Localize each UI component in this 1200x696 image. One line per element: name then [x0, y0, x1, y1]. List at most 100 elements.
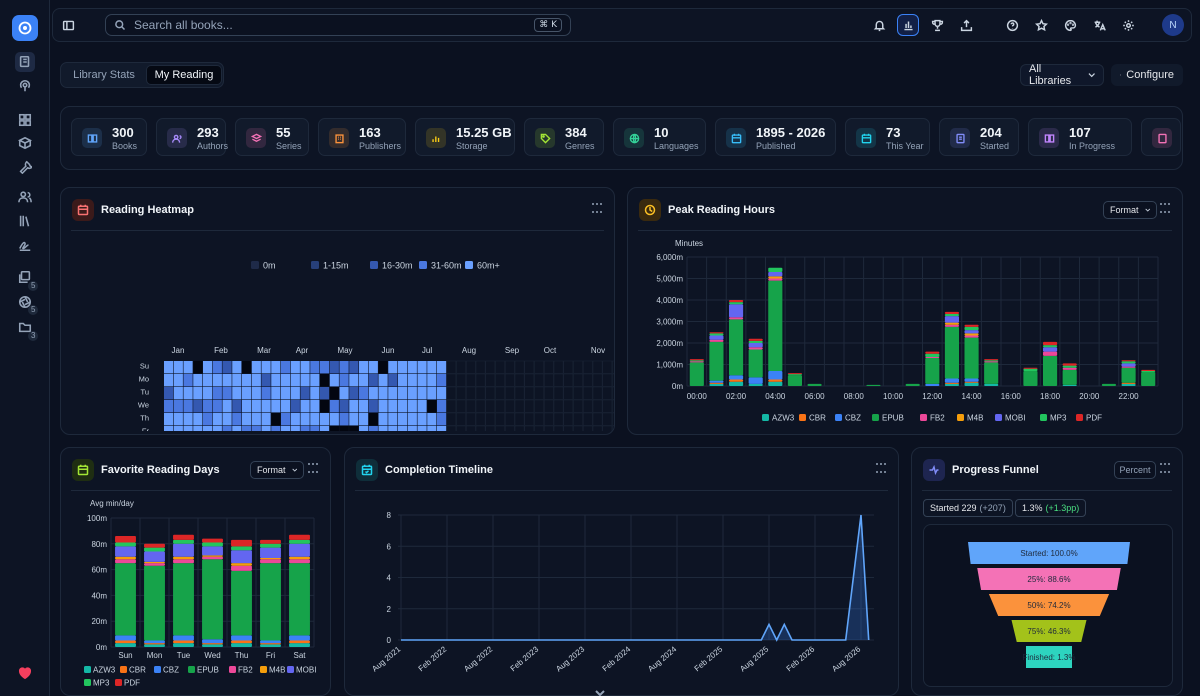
library-icon[interactable]	[15, 52, 35, 72]
heatmap-cell	[339, 361, 349, 374]
search-input[interactable]: Search all books... ⌘ K	[105, 14, 571, 36]
tab-my-reading[interactable]: My Reading	[146, 65, 222, 85]
bar-segment-fb2	[115, 559, 136, 564]
sidebar-toggle-icon[interactable]	[57, 14, 79, 36]
legend-swatch	[84, 679, 91, 686]
podcast-icon[interactable]	[15, 76, 35, 96]
library-select-value: All Libraries	[1029, 63, 1072, 87]
x-tick-label: 02:00	[726, 392, 747, 401]
heatmap-cell	[475, 399, 486, 413]
heatmap-cell	[310, 400, 320, 413]
stat-card-published: 1895 - 2026 Published	[715, 118, 836, 156]
heatmap-cell	[242, 361, 252, 374]
bar-segment-mp3	[925, 353, 940, 357]
heatmap-cell	[281, 400, 291, 413]
heatmap-cell	[504, 373, 515, 387]
avatar[interactable]: N	[1162, 14, 1184, 36]
app-logo-icon[interactable]	[12, 15, 38, 41]
funnel-stage	[1011, 620, 1087, 642]
folder-icon[interactable]	[15, 317, 35, 337]
heatmap-cell	[222, 426, 232, 431]
bar-segment-mobi	[202, 546, 223, 556]
star-icon[interactable]	[1030, 14, 1052, 36]
heatmap-cell	[290, 400, 300, 413]
percent-toggle[interactable]: Percent	[1114, 461, 1156, 479]
upload-icon[interactable]	[955, 14, 977, 36]
book-stack-icon[interactable]	[15, 267, 35, 287]
bar-segment-mp3	[289, 539, 310, 544]
bar-segment-mobi	[1121, 363, 1136, 367]
card-title: Peak Reading Hours	[668, 204, 775, 216]
weekday-label: Tu	[141, 388, 149, 397]
drag-handle-icon[interactable]	[1160, 203, 1170, 217]
heatmap-cell	[446, 412, 457, 426]
heatmap-cell	[407, 361, 417, 374]
heatmap-cell	[183, 413, 193, 426]
x-tick-label: 10:00	[883, 392, 904, 401]
stat-value: 15.25 GB	[456, 125, 512, 140]
signature-icon[interactable]	[15, 235, 35, 255]
heatmap-cell	[485, 399, 496, 413]
legend-label: 1-15m	[323, 261, 349, 271]
configure-button[interactable]: Configure	[1111, 64, 1183, 86]
heatmap-cell	[465, 412, 476, 426]
bell-icon[interactable]	[868, 14, 890, 36]
dashboard-icon[interactable]	[15, 110, 35, 130]
drag-handle-icon[interactable]	[592, 203, 602, 217]
legend-label: FB2	[238, 666, 253, 675]
library-select[interactable]: All Libraries	[1020, 63, 1104, 87]
heatmap-cell	[193, 426, 203, 431]
users-icon[interactable]	[15, 187, 35, 207]
box-icon[interactable]	[15, 133, 35, 153]
heatmap-cell	[407, 374, 417, 387]
tab-library-stats[interactable]: Library Stats	[73, 69, 135, 81]
stats-icon[interactable]	[897, 14, 919, 36]
format-select[interactable]: Format	[1103, 201, 1157, 219]
drag-handle-icon[interactable]	[308, 463, 318, 477]
heatmap-cell	[573, 425, 583, 431]
heatmap-cell	[212, 361, 222, 374]
trophy-icon[interactable]	[926, 14, 948, 36]
x-tick-label: Sat	[293, 651, 306, 660]
gear-icon[interactable]	[1117, 14, 1139, 36]
x-tick-label: Feb 2026	[785, 644, 817, 673]
heatmap-cell	[553, 425, 564, 431]
translate-icon[interactable]	[1088, 14, 1110, 36]
heatmap-cell	[203, 426, 213, 431]
bar-segment-fb2	[728, 317, 744, 320]
wrench-icon[interactable]	[15, 157, 35, 177]
bar-segment-cbz	[144, 640, 165, 644]
bar-segment-pdf	[260, 539, 281, 544]
drag-handle-icon[interactable]	[1160, 463, 1170, 477]
layers-icon	[246, 128, 266, 148]
heatmap-cell	[417, 400, 427, 413]
search-placeholder: Search all books...	[134, 18, 233, 32]
legend-swatch	[120, 666, 127, 673]
scroll-down-chevron-icon[interactable]	[594, 686, 606, 696]
heatmap-cell	[592, 386, 603, 400]
legend-swatch	[115, 679, 122, 686]
legend-label: PDF	[1086, 414, 1102, 423]
help-icon[interactable]	[1001, 14, 1023, 36]
heatmap-cell	[320, 387, 330, 400]
drag-handle-icon[interactable]	[876, 463, 886, 477]
format-select[interactable]: Format	[250, 461, 304, 479]
heatmap-cell	[427, 361, 437, 374]
funnel-chart: Started: 100.0% 25%: 88.6% 50%: 74.2% 75%: …	[968, 542, 1130, 668]
x-tick-label: Aug 2021	[370, 644, 402, 673]
heart-icon[interactable]	[15, 663, 35, 683]
heatmap-cell	[398, 374, 408, 387]
heatmap-cell	[212, 426, 222, 431]
books-icon[interactable]	[15, 211, 35, 231]
heatmap-cell	[368, 374, 378, 387]
bar-segment-epub	[984, 362, 999, 384]
bar-segment-pdf	[231, 539, 252, 547]
palette-icon[interactable]	[1059, 14, 1081, 36]
legend-label: CBZ	[163, 666, 179, 675]
x-tick-label: 20:00	[1079, 392, 1100, 401]
y-tick-label: 5,000m	[656, 275, 683, 284]
heatmap-cell	[359, 374, 369, 387]
aperture-icon[interactable]	[15, 292, 35, 312]
stat-value: 163	[359, 125, 381, 140]
heatmap-cell	[543, 412, 554, 426]
